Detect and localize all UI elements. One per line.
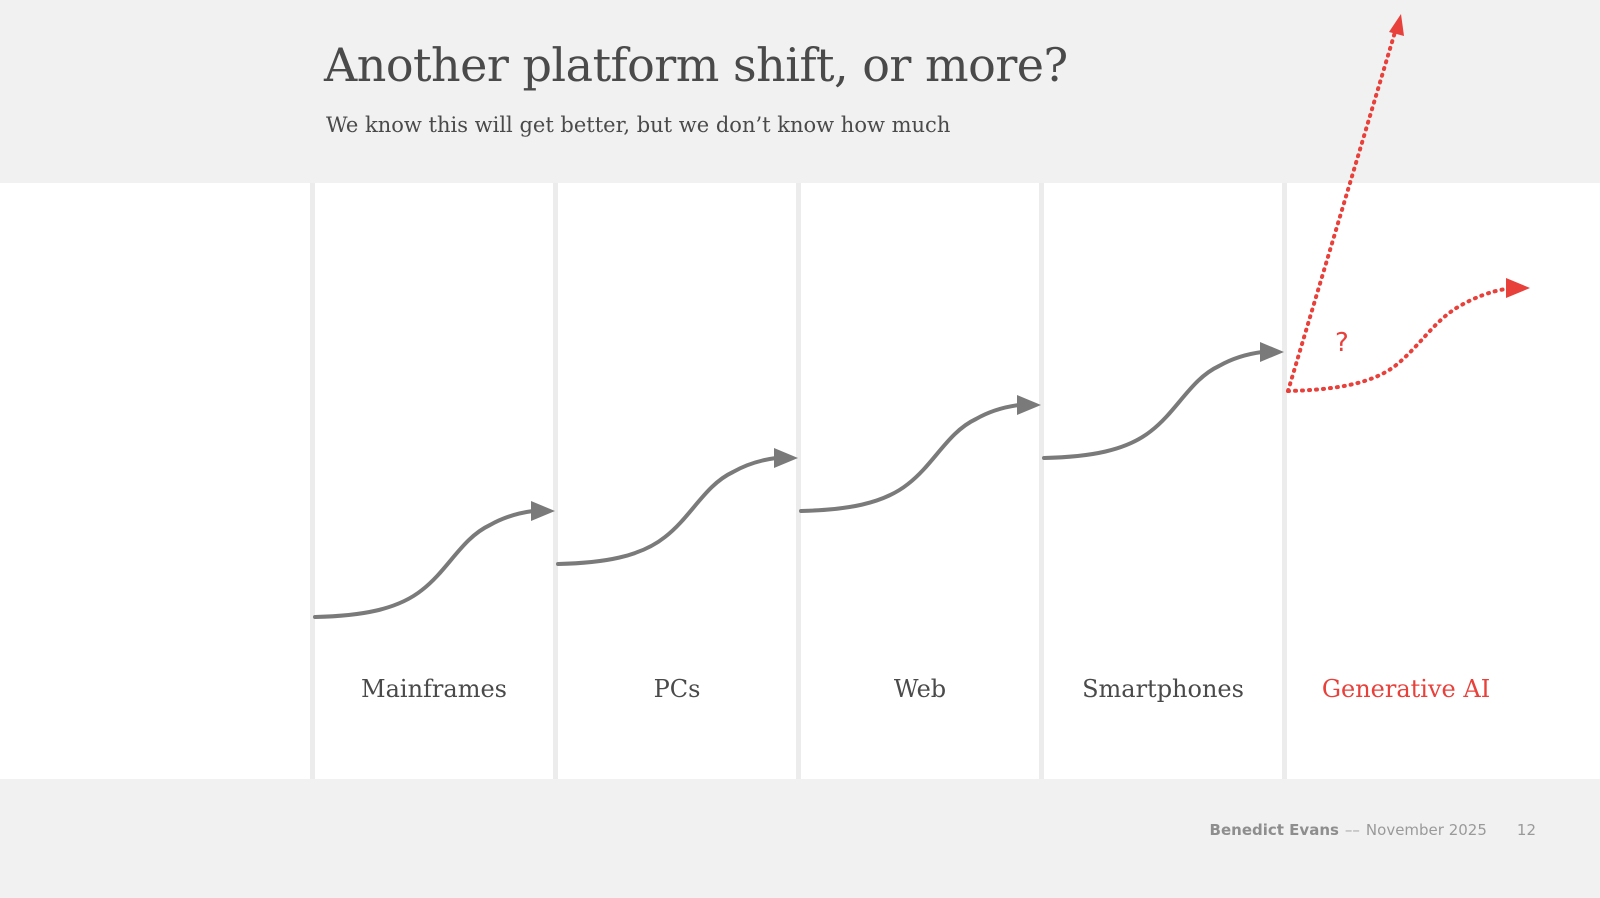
era-label-mainframes: Mainframes bbox=[361, 675, 507, 703]
arrowhead-mainframes bbox=[531, 501, 555, 521]
footer-separator: –– bbox=[1344, 821, 1360, 839]
column-divider bbox=[1039, 183, 1044, 779]
era-label-pcs: PCs bbox=[653, 675, 701, 703]
column-divider bbox=[796, 183, 801, 779]
slide-subtitle: We know this will get better, but we don… bbox=[326, 113, 951, 137]
slide-title: Another platform shift, or more? bbox=[324, 38, 1068, 92]
footer: Benedict Evans –– November 2025 12 bbox=[1210, 821, 1536, 839]
footer-date: November 2025 bbox=[1365, 821, 1487, 839]
column-divider bbox=[1282, 183, 1287, 779]
arrowhead-smartphones bbox=[1260, 342, 1284, 362]
arrowhead-future-steep bbox=[1389, 14, 1404, 36]
era-label-generative-ai: Generative AI bbox=[1321, 675, 1491, 703]
column-divider bbox=[553, 183, 558, 779]
question-mark: ? bbox=[1335, 328, 1349, 358]
era-label-smartphones: Smartphones bbox=[1082, 675, 1244, 703]
page-number: 12 bbox=[1516, 821, 1536, 839]
arrowhead-pcs bbox=[774, 448, 798, 468]
adoption-curve-pcs bbox=[556, 456, 778, 566]
column-divider bbox=[310, 183, 315, 779]
future-curve-steep bbox=[1286, 30, 1397, 393]
future-curve-s bbox=[1286, 287, 1508, 393]
arrowhead-future-s bbox=[1506, 278, 1530, 298]
adoption-curve-smartphones bbox=[1042, 350, 1264, 460]
footer-author: Benedict Evans bbox=[1209, 821, 1339, 839]
era-label-web: Web bbox=[893, 675, 947, 703]
adoption-curve-web bbox=[799, 403, 1021, 513]
arrowhead-web bbox=[1017, 395, 1041, 415]
adoption-curve-mainframes bbox=[313, 509, 535, 619]
